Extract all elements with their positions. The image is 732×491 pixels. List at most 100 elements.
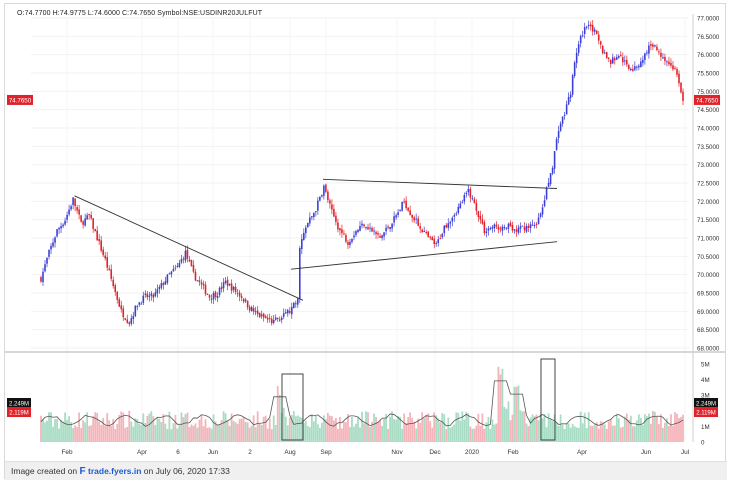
candle-body [579,35,582,44]
volume-bar [613,425,616,442]
candle-body [194,271,197,281]
volume-spike-box [540,358,556,441]
candle-body [531,224,534,226]
candle-body [188,259,191,262]
candle-body [501,226,504,231]
candle-body [126,319,129,323]
candle-body [52,242,54,247]
volume-bar [499,374,502,442]
volume-bar [349,426,351,442]
candle-body [299,248,301,300]
candle-body [120,305,123,310]
candle-body [573,62,576,76]
candle-body [96,230,98,241]
volume-bar [122,412,125,442]
time-tick-label: Apr [137,449,148,456]
volume-bar [593,424,596,442]
volume-bar [248,427,251,442]
candle-body [389,227,391,229]
volume-bar [270,429,273,442]
candle-body [423,230,425,232]
price-tick-label: 74.0000 [697,126,720,133]
candle-body [331,204,333,210]
volume-bar [186,412,189,442]
volume-bar [557,425,560,442]
candle-body [321,195,323,197]
volume-bar [132,426,135,442]
volume-bar [353,426,355,442]
candle-body [192,265,195,272]
volume-bar [160,422,163,442]
volume-bar [619,427,622,442]
candle-body [427,231,430,237]
candle-body [601,45,604,54]
volume-bar [286,425,289,442]
candle-body [232,286,235,290]
volume-bar [585,428,588,442]
candle-body [76,207,78,211]
candle-body [132,316,135,320]
volume-bar [324,419,327,442]
volume-bar [407,417,410,442]
volume-bar [82,420,85,442]
volume-bar [381,426,383,442]
volume-bar [666,418,668,442]
candle-body [632,68,634,71]
volume-bar [74,425,77,442]
candle-body [636,66,638,68]
candle-body [311,216,313,218]
volume-bar [467,413,470,442]
candle-body [403,201,405,203]
candle-body [467,188,470,193]
volume-bar [60,419,62,442]
volume-bar [429,421,432,442]
candle-body [250,307,253,312]
candle-body [441,233,444,238]
candle-body [214,291,217,298]
candle-body [327,191,329,201]
candle-body [54,237,56,243]
price-tick-label: 73.5000 [697,144,720,151]
volume-bar [367,412,369,442]
volume-badge-label: 2.249M [9,402,29,408]
price-tick-label: 69.5000 [697,291,720,298]
candle-body [509,222,512,226]
volume-bar [385,413,387,442]
candle-body [439,238,442,240]
candle-body [650,44,652,46]
volume-bar [238,418,241,442]
candle-body [473,199,476,203]
volume-bar [46,420,48,442]
volume-bar [42,419,44,442]
lower-triangle-line [290,241,558,270]
candle-body [78,209,80,215]
candle-body [301,238,303,250]
candle-body [110,269,113,279]
candle-body [535,223,538,225]
volume-bar [565,423,568,442]
candle-body [539,213,542,217]
volume-bar [220,420,223,442]
candle-body [234,286,237,292]
volume-badge [694,407,718,417]
candle-body [527,225,530,228]
footer-brand-link[interactable]: trade.fyers.in [88,466,142,476]
volume-bar [411,417,414,442]
candle-body [503,227,506,229]
candle-body [385,227,387,232]
volume-bar [643,414,646,442]
candle-body [88,213,90,216]
volume-bar [282,407,285,442]
volume-average-line [40,380,684,427]
volume-bar [627,419,630,442]
volume-bar [200,415,203,442]
volume-bar [445,429,448,442]
candle-body [525,226,528,232]
candle-body [630,68,632,71]
volume-bar [417,418,420,442]
volume-bar [218,423,221,442]
candle-body [317,200,319,211]
volume-bar [50,412,52,442]
chart-canvas[interactable]: 77.0000 76.5000 76.0000 75.5000 75.0000 74.50… [5,4,725,460]
candle-body [670,62,672,66]
